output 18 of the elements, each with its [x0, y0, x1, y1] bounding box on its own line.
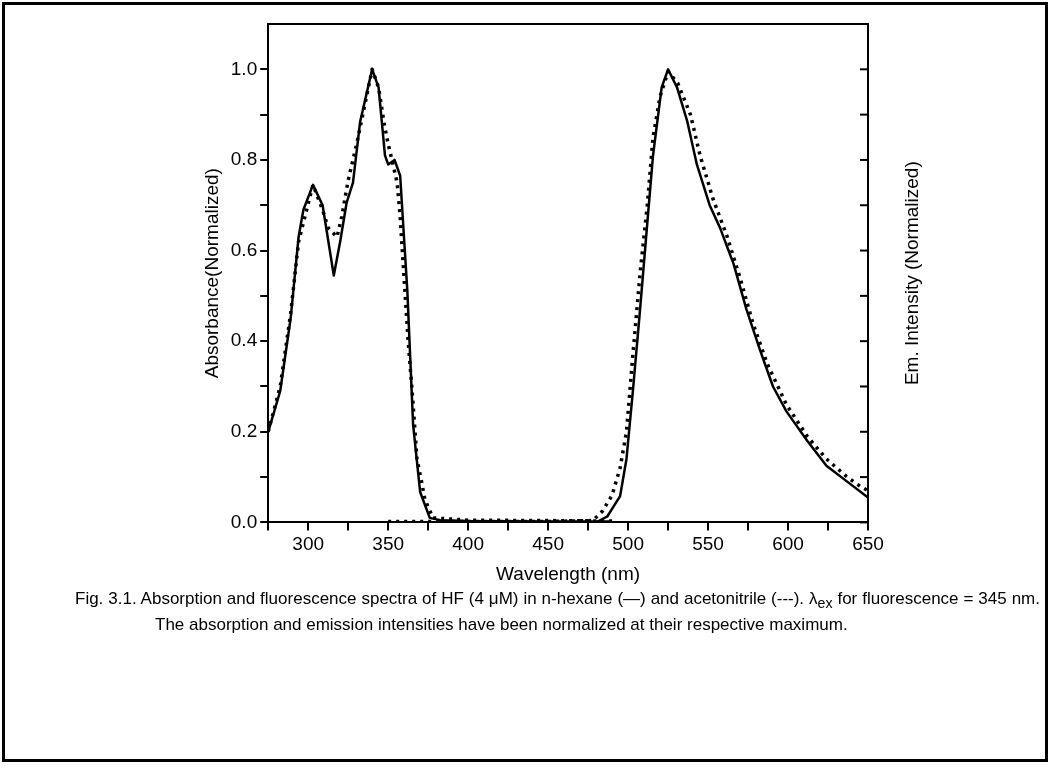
y-axis-title: Absorbance(Normalized) — [200, 168, 222, 379]
x-tick-label: 450 — [532, 533, 564, 555]
y-tick-label: 0.0 — [230, 510, 258, 532]
x-axis-title: Wavelength (nm) — [496, 562, 641, 584]
x-tick-label: 550 — [692, 533, 724, 555]
y-tick-label: 0.8 — [230, 148, 258, 170]
y-tick-label: 1.0 — [230, 57, 258, 79]
x-tick-label: 600 — [772, 533, 804, 555]
x-tick-label: 350 — [372, 533, 405, 555]
y2-axis-title: Em. Intensity (Normalized) — [901, 161, 923, 386]
x-tick-label: 300 — [292, 533, 325, 555]
y-tick-label: 0.4 — [230, 329, 258, 351]
y-tick-label: 0.6 — [230, 238, 258, 260]
x-tick-label: 500 — [612, 533, 644, 555]
caption: Fig. 3.1. Absorption and fluorescence spectra of HF (4 μM) in n-hexane (—) and acetonitrile (---). λ$_{ex}$ for fluorescence = 345 nm. The absorption and emission intensities have been normalized at their respective maximum. — [75, 588, 1040, 637]
x-tick-label: 400 — [452, 533, 484, 555]
x-tick-label: 650 — [852, 533, 884, 555]
y-tick-label: 0.2 — [230, 420, 258, 442]
